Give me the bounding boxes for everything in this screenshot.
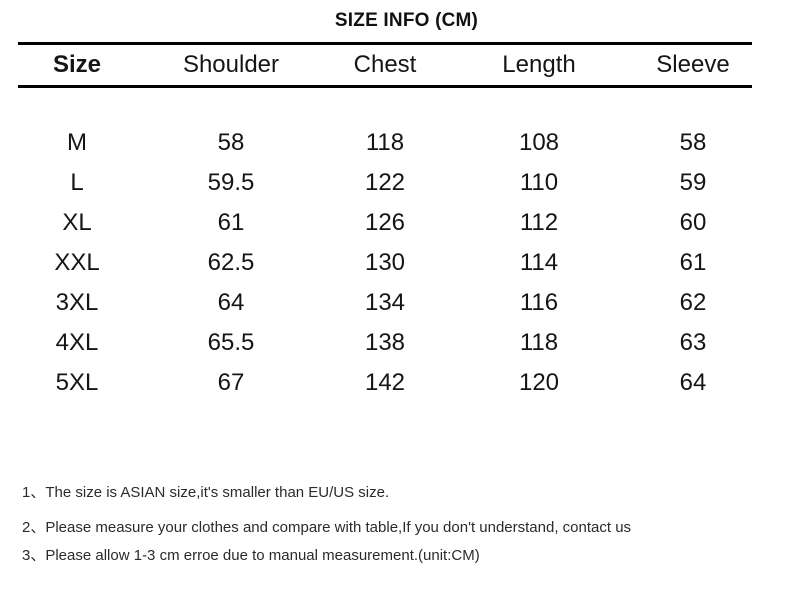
table-row: 4XL 65.5 138 118 63 xyxy=(0,323,770,363)
cell-chest: 118 xyxy=(365,129,405,156)
cell-size: M xyxy=(67,129,87,156)
cell-chest: 138 xyxy=(364,329,406,356)
cell-size: 5XL xyxy=(55,369,99,396)
table-row: XL 61 126 112 60 xyxy=(0,203,770,243)
table-row: 3XL 64 134 116 62 xyxy=(0,283,770,323)
note-manual-measurement: 3、Please allow 1-3 cm erroe due to manua… xyxy=(22,547,480,564)
cell-size: 3XL xyxy=(55,289,99,316)
cell-shoulder: 67 xyxy=(217,369,245,396)
cell-sleeve: 58 xyxy=(679,129,707,156)
cell-length: 112 xyxy=(519,209,559,236)
cell-shoulder: 64 xyxy=(217,289,245,316)
cell-size: L xyxy=(70,169,84,196)
cell-size: XXL xyxy=(54,249,100,276)
cell-length: 114 xyxy=(519,249,559,276)
page-title: SIZE INFO (CM) xyxy=(334,10,479,31)
cell-length: 118 xyxy=(519,329,559,356)
cell-shoulder: 61 xyxy=(217,209,245,236)
notes-section: 1、The size is ASIAN size,it's smaller th… xyxy=(22,483,782,565)
note-asian-size: 1、The size is ASIAN size,it's smaller th… xyxy=(22,484,390,501)
header-row: Size Shoulder Chest Length Sleeve xyxy=(0,45,770,85)
cell-length: 116 xyxy=(519,289,559,316)
cell-chest: 122 xyxy=(364,169,406,196)
column-header-chest: Chest xyxy=(353,51,417,78)
cell-sleeve: 59 xyxy=(679,169,707,196)
cell-sleeve: 60 xyxy=(679,209,707,236)
column-header-sleeve: Sleeve xyxy=(656,51,730,78)
cell-chest: 142 xyxy=(364,369,406,396)
cell-sleeve: 63 xyxy=(679,329,707,356)
size-info-table: Size Shoulder Chest Length Sleeve M 58 1… xyxy=(0,45,770,403)
note-measure-compare: 2、Please measure your clothes and compar… xyxy=(22,519,632,536)
cell-size: 4XL xyxy=(55,329,99,356)
cell-sleeve: 64 xyxy=(679,369,707,396)
table-top-rule xyxy=(18,42,752,45)
cell-shoulder: 59.5 xyxy=(207,169,255,196)
spacer-row xyxy=(0,85,770,123)
cell-length: 120 xyxy=(518,369,560,396)
cell-chest: 126 xyxy=(364,209,406,236)
cell-shoulder: 58 xyxy=(217,129,245,156)
cell-chest: 130 xyxy=(364,249,406,276)
table-row: M 58 118 108 58 xyxy=(0,123,770,163)
column-header-shoulder: Shoulder xyxy=(182,51,280,78)
column-header-size: Size xyxy=(52,51,102,78)
cell-sleeve: 62 xyxy=(679,289,707,316)
cell-size: XL xyxy=(62,209,92,236)
column-header-length: Length xyxy=(502,51,576,78)
cell-length: 110 xyxy=(519,169,559,196)
table-row: L 59.5 122 110 59 xyxy=(0,163,770,203)
cell-chest: 134 xyxy=(364,289,406,316)
cell-sleeve: 61 xyxy=(679,249,707,276)
cell-shoulder: 62.5 xyxy=(207,249,255,276)
table-row: 5XL 67 142 120 64 xyxy=(0,363,770,403)
cell-shoulder: 65.5 xyxy=(207,329,255,356)
cell-length: 108 xyxy=(518,129,560,156)
header-bottom-rule xyxy=(18,85,752,88)
table-row: XXL 62.5 130 114 61 xyxy=(0,243,770,283)
